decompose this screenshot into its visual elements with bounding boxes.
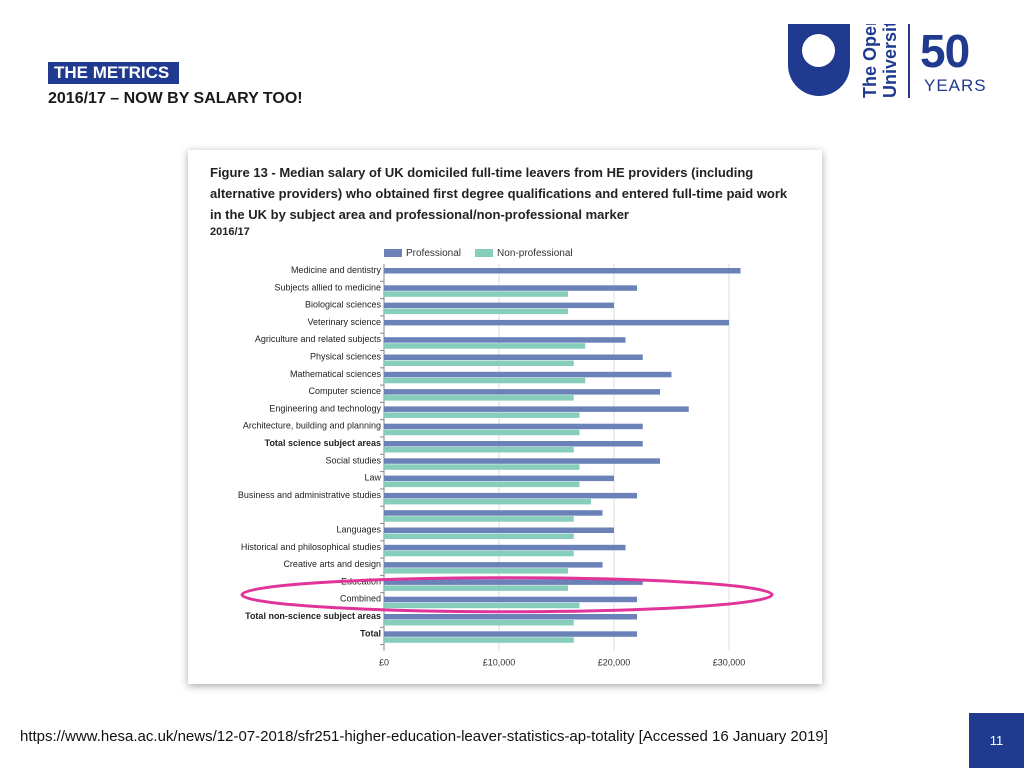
chart-legend: Professional Non-professional <box>384 248 587 259</box>
x-tick-label: £10,000 <box>483 658 516 668</box>
bar-non-professional <box>384 395 574 401</box>
legend-item: Professional <box>384 248 461 259</box>
bar-professional <box>384 389 660 395</box>
x-tick-label: £30,000 <box>713 658 746 668</box>
bar-non-professional <box>384 308 568 315</box>
bar-professional <box>384 285 637 291</box>
category-label: Mathematical sciences <box>290 369 382 379</box>
x-tick-label: £20,000 <box>598 658 631 668</box>
bar-professional <box>384 441 643 447</box>
category-label: Total non-science subject areas <box>245 611 381 621</box>
bar-non-professional <box>384 498 591 505</box>
category-label: Social studies <box>325 455 381 465</box>
bar-professional <box>384 510 603 516</box>
highlight-ellipse <box>240 576 774 614</box>
bar-professional <box>384 423 643 430</box>
bar-non-professional <box>384 516 574 522</box>
bar-non-professional <box>384 550 574 557</box>
open-university-logo: The Open University 50 YEARS <box>788 22 993 102</box>
category-label: Biological sciences <box>305 300 382 310</box>
category-label: Languages <box>336 525 381 535</box>
bar-non-professional <box>384 481 580 488</box>
bar-professional <box>384 337 626 343</box>
category-label: Total <box>360 628 381 638</box>
bar-professional <box>384 354 643 360</box>
bar-non-professional <box>384 291 568 297</box>
bar-professional <box>384 527 614 533</box>
category-label: Architecture, building and planning <box>243 421 381 431</box>
ou-shield-icon <box>788 24 850 96</box>
bar-professional <box>384 458 660 464</box>
legend-swatch <box>475 249 494 258</box>
category-label: Creative arts and design <box>283 559 381 569</box>
category-label: Business and administrative studies <box>238 490 382 500</box>
category-label: Subjects allied to medicine <box>274 282 381 292</box>
bar-professional <box>384 406 689 412</box>
bar-professional <box>384 319 729 326</box>
bar-professional <box>384 579 643 585</box>
bar-non-professional <box>384 585 568 591</box>
legend-label: Non-professional <box>497 248 573 259</box>
anniversary-word: YEARS <box>924 76 987 95</box>
anniversary-number: 50 <box>920 25 970 77</box>
bar-professional <box>384 492 637 499</box>
category-label: Agriculture and related subjects <box>255 334 382 344</box>
bar-professional <box>384 302 614 309</box>
bar-professional <box>384 268 741 274</box>
source-citation: https://www.hesa.ac.uk/news/12-07-2018/s… <box>20 728 828 745</box>
slide-subtitle: 2016/17 – NOW BY SALARY TOO! <box>48 90 303 107</box>
bar-non-professional <box>384 602 580 609</box>
figure-panel: Figure 13 - Median salary of UK domicile… <box>188 150 822 684</box>
bar-non-professional <box>384 464 580 470</box>
category-label: Engineering and technology <box>269 403 381 413</box>
bar-professional <box>384 544 626 551</box>
category-label: Law <box>364 473 381 483</box>
bar-non-professional <box>384 412 580 418</box>
bar-non-professional <box>384 360 574 366</box>
bar-professional <box>384 562 603 568</box>
category-label: Total science subject areas <box>265 438 381 448</box>
legend-label: Professional <box>406 248 462 259</box>
category-label: Combined <box>340 594 381 604</box>
bar-non-professional <box>384 429 580 436</box>
figure-title: Figure 13 - Median salary of UK domicile… <box>210 165 788 222</box>
category-label: Physical sciences <box>310 352 382 362</box>
bar-non-professional <box>384 343 586 349</box>
bar-non-professional <box>384 568 568 574</box>
bar-non-professional <box>384 620 574 626</box>
category-label: Medicine and dentistry <box>291 265 382 275</box>
category-label: Veterinary science <box>307 317 381 327</box>
logo-divider <box>908 24 910 98</box>
category-label: Computer science <box>308 386 381 396</box>
figure-year: 2016/17 <box>210 226 250 238</box>
bar-non-professional <box>384 533 574 539</box>
ou-wordmark: The Open University <box>860 24 900 98</box>
bar-professional <box>384 631 637 637</box>
ou-wordmark-line2: University <box>880 24 900 98</box>
bar-non-professional <box>384 447 574 453</box>
legend-swatch <box>384 249 402 258</box>
ou-wordmark-line1: The Open <box>860 24 880 98</box>
bar-professional <box>384 596 637 603</box>
x-tick-label: £0 <box>379 658 389 668</box>
page-number: 11 <box>969 713 1024 768</box>
legend-item: Non-professional <box>475 248 573 259</box>
bar-non-professional <box>384 637 574 643</box>
section-tag: THE METRICS <box>48 62 180 84</box>
bar-professional <box>384 475 614 482</box>
bar-non-professional <box>384 377 586 384</box>
bar-professional <box>384 614 637 620</box>
category-label: Historical and philosophical studies <box>241 542 382 552</box>
bar-chart: £0 £10,000 £20,000 £30,000 Medicine and dent… <box>238 264 774 668</box>
bar-professional <box>384 371 672 378</box>
